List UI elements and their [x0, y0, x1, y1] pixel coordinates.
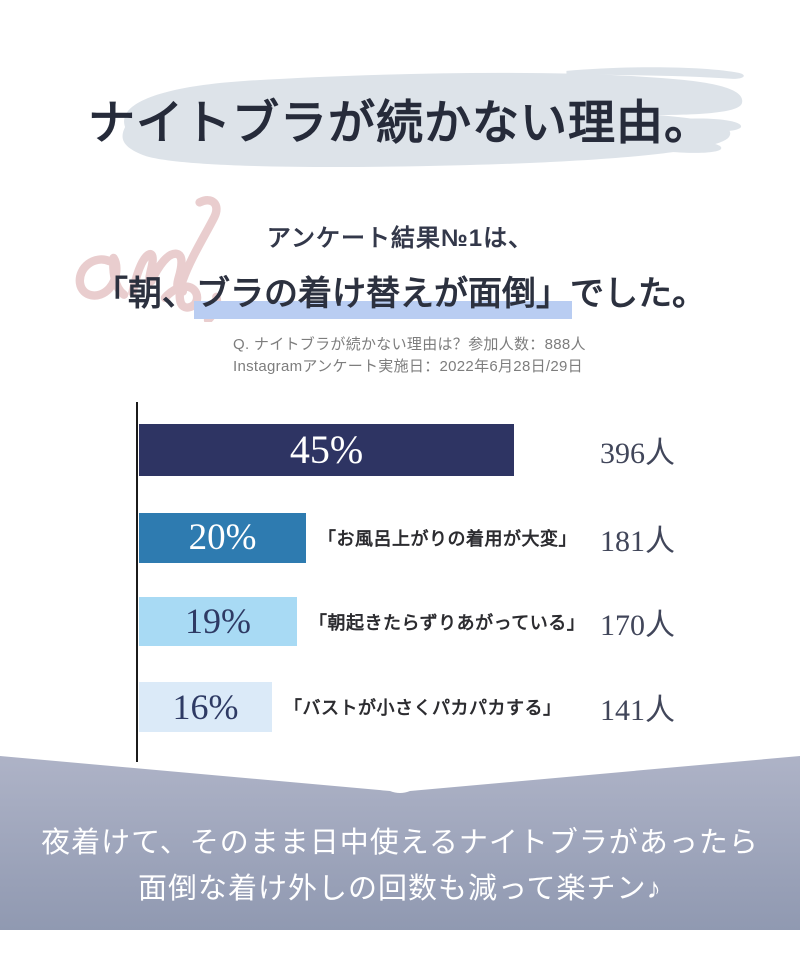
bar-row: 19% 「朝起きたらずりあがっている」 170人: [139, 597, 779, 646]
headline-highlighted-phrase: ブラの着け替えが面倒」: [196, 275, 570, 313]
bar-count-label: 141人: [600, 694, 675, 727]
bar-count-label: 396人: [600, 437, 675, 470]
headline-pre: 「朝、: [94, 275, 196, 313]
bar-category-label: 「お風呂上がりの着用が大変」: [318, 529, 577, 549]
survey-answer-headline: 「朝、ブラの着け替えが面倒」でした。: [0, 266, 800, 315]
footer-message-line2: 面倒な着け外しの回数も減って楽チン♪: [137, 873, 663, 905]
bar-percent-label: 20%: [188, 517, 257, 558]
footer-message-line1: 夜着けて、そのまま日中使えるナイトブラがあったら: [41, 827, 759, 859]
page-title: ナイトブラが続かない理由。: [88, 98, 712, 150]
bar: 45%: [139, 424, 514, 476]
bar-percent-label: 16%: [172, 687, 239, 727]
bar-count-label: 181人: [600, 525, 675, 558]
headline-post: でした。: [570, 275, 706, 313]
bar: 19%: [139, 597, 297, 646]
bar-category-label: 「朝起きたらずりあがっている」: [309, 612, 586, 633]
bar: 16%: [139, 682, 272, 732]
brush-stroke-decoration: [122, 67, 744, 168]
bar-category-label: 「バストが小さくパカパカする」: [284, 698, 562, 718]
footer-banner-background: [0, 756, 800, 930]
survey-result-subtitle: アンケート結果№1は、: [266, 225, 534, 252]
bar-row: 16% 「バストが小さくパカパカする」 141人: [139, 682, 779, 732]
chart-axis-line: [136, 402, 138, 762]
bar-percent-label: 45%: [289, 427, 364, 472]
bar-count-label: 170人: [600, 608, 675, 642]
bar: 20%: [139, 513, 306, 563]
survey-date-line: Instagramアンケート実施日：2022年6月28日/29日: [233, 358, 583, 375]
bar-row: 45% 396人: [139, 424, 779, 476]
survey-meta: Q. ナイトブラが続かない理由は？参加人数：888人 Instagramアンケー…: [233, 334, 586, 378]
footer-message: 夜着けて、そのまま日中使えるナイトブラがあったら 面倒な着け外しの回数も減って楽…: [0, 820, 800, 912]
bar-row: 20% 「お風呂上がりの着用が大変」 181人: [139, 513, 779, 563]
survey-question-line: Q. ナイトブラが続かない理由は？参加人数：888人: [233, 336, 586, 353]
bar-percent-label: 19%: [185, 601, 251, 641]
